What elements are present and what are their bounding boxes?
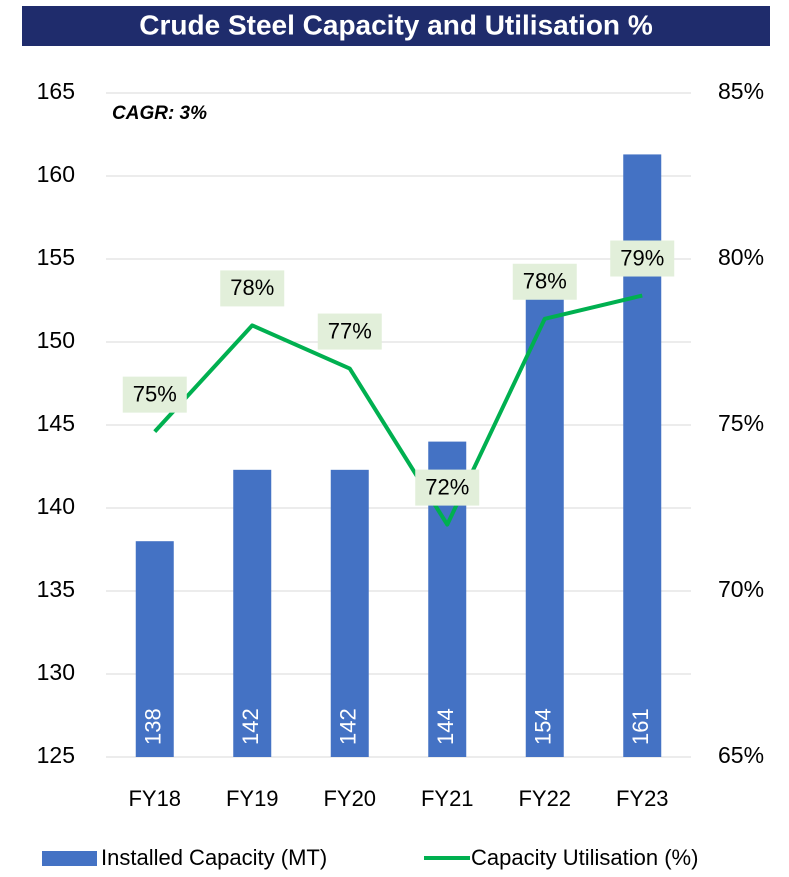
- bar-value-label: 142: [336, 708, 361, 745]
- y-tick-label: 150: [37, 327, 75, 353]
- y-tick-label: 165: [37, 78, 75, 104]
- line-value-label: 75%: [133, 381, 177, 406]
- line-value-label: 78%: [523, 269, 567, 294]
- bar-value-label: 142: [238, 708, 263, 745]
- x-tick-label: FY19: [226, 786, 279, 811]
- y-tick-label: 145: [37, 410, 75, 436]
- x-tick-label: FY20: [323, 786, 376, 811]
- bar-value-label: 161: [628, 708, 653, 745]
- annotation: CAGR: 3%: [112, 103, 207, 124]
- bar: [135, 541, 174, 757]
- data-label-box: [512, 263, 577, 300]
- data-label-box: [122, 376, 187, 413]
- bar: [233, 469, 272, 757]
- grid: [106, 92, 691, 758]
- legend-label: Capacity Utilisation (%): [471, 845, 698, 870]
- y-tick-label: 130: [37, 659, 75, 685]
- y2-tick-label: 75%: [718, 410, 764, 436]
- y-tick-label: 125: [37, 742, 75, 768]
- bar-value-label: 138: [141, 708, 166, 745]
- title-banner: [22, 6, 770, 46]
- y2-tick-label: 85%: [718, 78, 764, 104]
- line-value-label: 77%: [328, 318, 372, 343]
- legend-label: Installed Capacity (MT): [101, 845, 327, 870]
- chart-title: Crude Steel Capacity and Utilisation %: [139, 9, 653, 40]
- y-tick-label: 155: [37, 244, 75, 270]
- x-tick-label: FY18: [128, 786, 181, 811]
- line: [153, 293, 643, 527]
- bar-value-label: 144: [433, 708, 458, 745]
- x-tick-label: FY23: [616, 786, 669, 811]
- data-label-box: [220, 270, 285, 307]
- data-label-box: [415, 469, 480, 506]
- data-label-box: [317, 313, 382, 350]
- x-tick-label: FY21: [421, 786, 474, 811]
- y-tick-label: 160: [37, 161, 75, 187]
- y2-tick-label: 80%: [718, 244, 764, 270]
- y-tick-label: 135: [37, 576, 75, 602]
- bar-value-label: 154: [531, 708, 556, 745]
- data-label-box: [610, 240, 675, 277]
- bar: [330, 469, 369, 757]
- x-tick-label: FY22: [518, 786, 571, 811]
- line-value-label: 72%: [425, 474, 469, 499]
- y-tick-label: 140: [37, 493, 75, 519]
- y2-tick-label: 70%: [718, 576, 764, 602]
- y2-tick-label: 65%: [718, 742, 764, 768]
- legend-swatch: [42, 851, 97, 866]
- line-value-label: 79%: [620, 245, 664, 270]
- line-value-label: 78%: [230, 275, 274, 300]
- bar: [525, 280, 564, 757]
